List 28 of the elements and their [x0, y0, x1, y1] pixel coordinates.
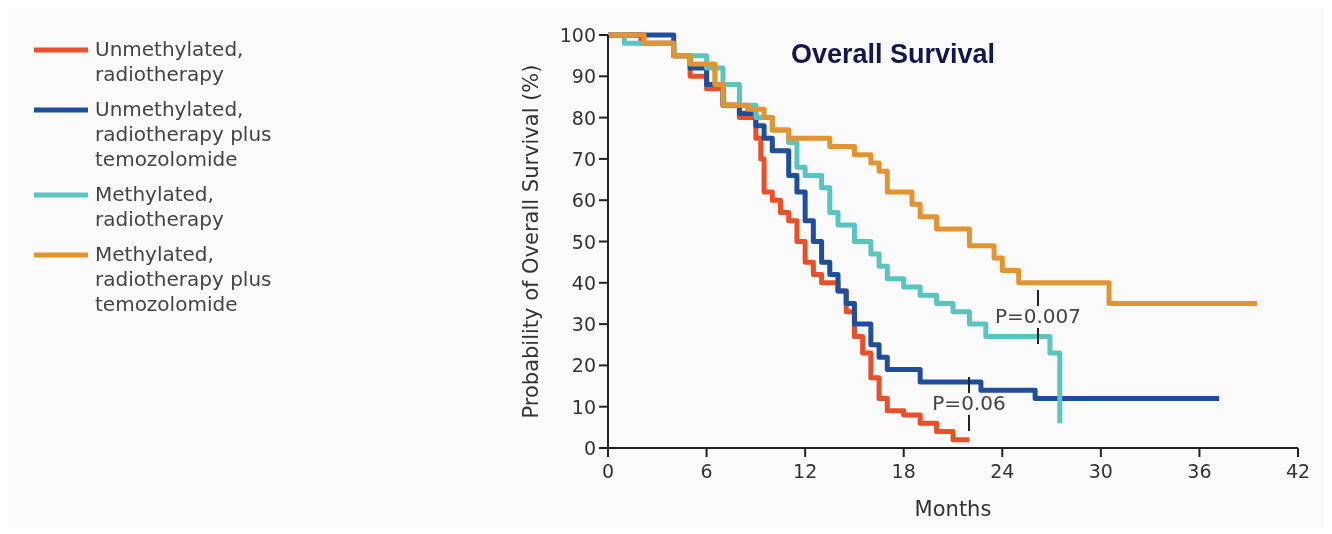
- y-tick-label: 20: [571, 354, 596, 377]
- legend-label: Methylated, radiotherapy: [95, 182, 224, 231]
- y-tick-label: 90: [571, 65, 596, 88]
- y-tick-label: 40: [571, 271, 596, 294]
- y-tick-label: 30: [571, 313, 596, 336]
- y-tick-label: 70: [571, 147, 596, 170]
- x-tick-label: 42: [1285, 460, 1311, 482]
- annotation: P=0.007: [994, 304, 1082, 328]
- x-tick-label: 12: [793, 460, 818, 482]
- y-tick-label: 50: [571, 230, 596, 253]
- y-axis-title: Probability of Overall Survival (%): [519, 64, 543, 419]
- y-tick-label: 10: [571, 395, 596, 418]
- y-tick-label: 60: [571, 189, 596, 212]
- x-tick-label: 6: [700, 460, 713, 482]
- legend-label: Methylated, radiotherapy plus temozolomide: [95, 242, 272, 316]
- x-tick-label: 0: [601, 460, 615, 482]
- annotation: P=0.06: [932, 391, 1006, 415]
- x-axis-title: Months: [914, 497, 992, 521]
- x-tick-label: 36: [1187, 460, 1212, 482]
- chart-title: Overall Survival: [790, 39, 996, 69]
- x-tick-label: 24: [990, 460, 1015, 482]
- y-tick-label: 100: [559, 24, 596, 46]
- x-tick-label: 30: [1088, 460, 1113, 482]
- y-tick-label: 0: [583, 437, 596, 459]
- x-tick-label: 18: [891, 460, 916, 482]
- legend-label: Unmethylated, radiotherapy: [95, 37, 244, 86]
- legend-label: Unmethylated, radiotherapy plus temozolomide: [95, 97, 272, 171]
- y-tick-label: 80: [571, 106, 596, 129]
